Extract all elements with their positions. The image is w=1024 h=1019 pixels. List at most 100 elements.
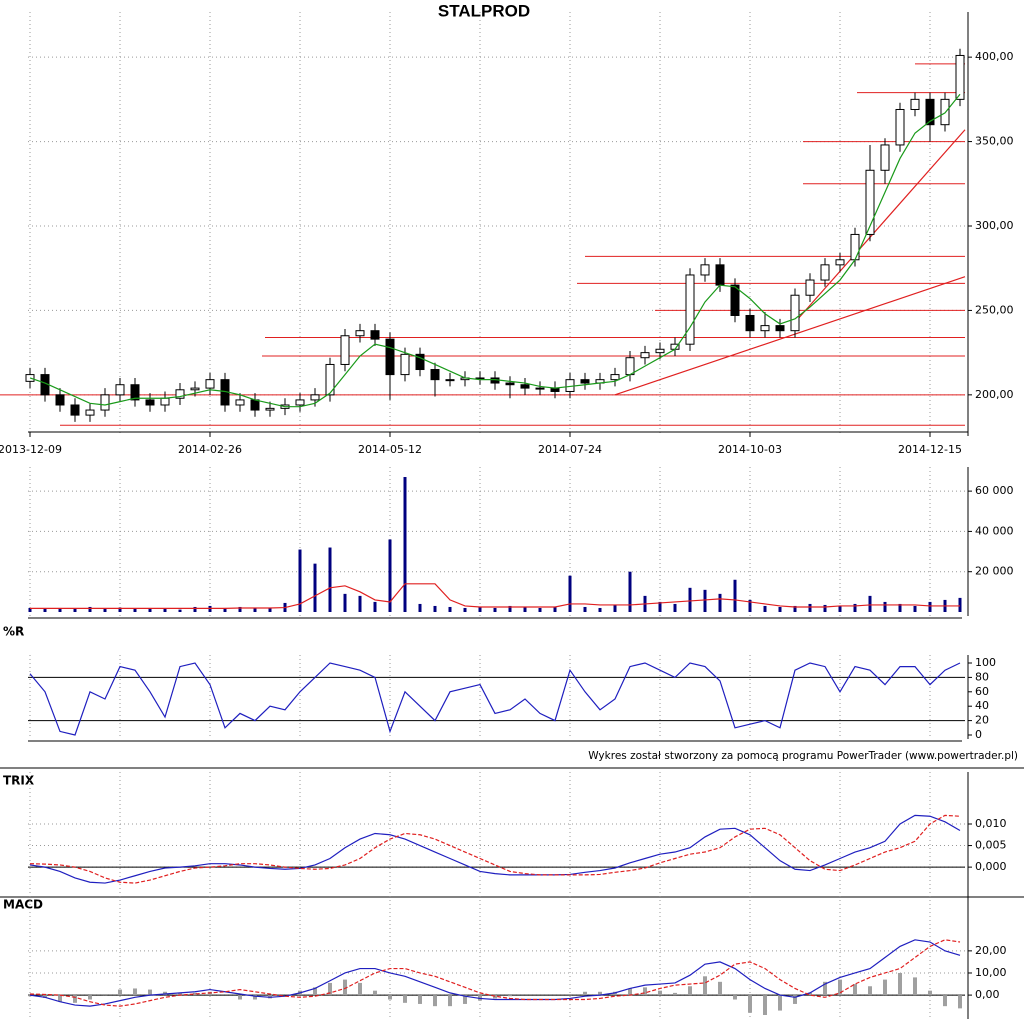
hist-bar [778,995,782,1011]
candle-body [895,108,905,146]
hist-bar [853,984,857,996]
y-tick-label: 80 [975,670,989,683]
hist-bar [313,987,317,996]
y-tick-label: 60 000 [975,484,1014,497]
y-tick-label: 20 [975,714,989,727]
candle-body [130,384,140,401]
hist-bar [433,995,437,1007]
candle-body [610,374,620,381]
y-tick-label: 40 [975,699,989,712]
candle-body [520,384,530,389]
hist-bar [148,989,152,996]
candle-body [385,338,395,376]
volume-bar [958,597,962,612]
volume-bar [178,609,182,612]
candle-body [760,325,770,332]
hist-bar [358,982,362,996]
y-tick-label: 400,00 [975,50,1014,63]
volume-bar [208,605,212,612]
hist-bar [253,995,257,1000]
series-line [29,939,961,1007]
volume-bar [688,587,692,612]
series-line [29,814,961,884]
volume-bar [343,593,347,612]
hist-bar [133,988,137,996]
candle-body [175,389,185,399]
volume-bar [373,601,377,612]
volume-bar [103,608,107,612]
volume-bar [268,607,272,612]
volume-bar [328,547,332,612]
x-tick-label: 2014-05-12 [358,443,422,456]
hist-bar [88,995,92,1000]
series-line [29,662,961,736]
hist-bar [58,995,62,1002]
trend-line [794,129,966,323]
candle-body [265,407,275,411]
hist-bar [688,986,692,996]
volume-bar [73,608,77,612]
candle-body [190,387,200,391]
volume-bar [883,601,887,612]
y-tick-label: 300,00 [975,219,1014,232]
volume-bar [733,579,737,612]
trend-line [614,276,966,396]
candle-body [535,387,545,390]
volume-bar [583,606,587,612]
hist-bar [733,995,737,1000]
volume-bar [118,607,122,612]
panel-label: MACD [3,898,43,912]
volume-bar [523,606,527,612]
volume-bar [493,607,497,612]
candle-body [925,98,935,126]
volume-bar [148,607,152,612]
volume-bar [478,606,482,612]
volume-bar [388,539,392,612]
volume-bar [43,608,47,612]
hist-bar [508,995,512,997]
candle-body [430,369,440,381]
volume-bar [808,603,812,612]
candle-body [115,384,125,396]
candle-body [295,399,305,406]
hist-bar [928,990,932,996]
candle-body [955,54,965,100]
candle-body [730,284,740,316]
hist-bar [238,995,242,1000]
volume-bar [298,549,302,612]
volume-bar [748,599,752,612]
hist-bar [118,989,122,996]
candle-body [745,314,755,332]
candle-body [505,382,515,386]
hist-bar [43,995,47,998]
candle-body [310,394,320,401]
hist-bar [673,992,677,996]
hist-bar [403,995,407,1003]
hist-bar [418,995,422,1004]
hist-bar [703,976,707,996]
candle-body [70,404,80,416]
y-tick-label: 200,00 [975,388,1014,401]
candle-body [325,363,335,396]
volume-bar [658,601,662,612]
hist-bar [373,990,377,996]
volume-bar [253,608,257,612]
volume-bar [463,607,467,612]
hist-bar [328,982,332,996]
y-tick-label: 0,010 [975,817,1007,830]
y-tick-label: 250,00 [975,303,1014,316]
hist-bar [343,979,347,996]
y-tick-label: 10,00 [975,966,1007,979]
volume-bar [28,607,32,612]
y-tick-label: 350,00 [975,135,1014,148]
x-tick-label: 2014-12-15 [898,443,962,456]
hist-bar [943,995,947,1007]
candle-body [370,330,380,340]
volume-bar [88,606,92,612]
volume-bar [403,477,407,612]
volume-bar [433,605,437,612]
hist-bar [193,992,197,996]
candle-body [85,409,95,416]
hist-bar [913,977,917,996]
volume-bar [358,595,362,612]
